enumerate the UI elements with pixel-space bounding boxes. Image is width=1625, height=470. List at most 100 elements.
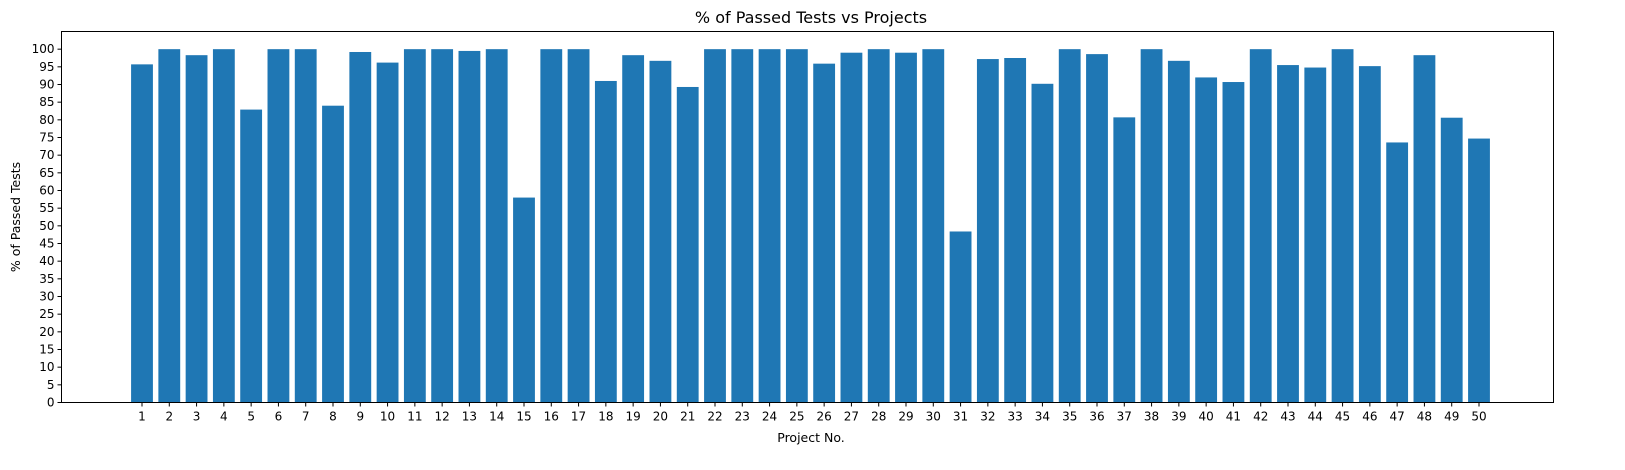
x-tick-label: 1 [138,410,146,424]
bar-24 [758,49,781,403]
x-tick-label: 37 [1117,410,1132,424]
x-tick-label: 46 [1362,410,1377,424]
x-tick-label: 48 [1417,410,1432,424]
bar-29 [895,52,917,403]
x-tick-label: 17 [571,410,586,424]
x-tick-label: 6 [275,410,283,424]
bar-37 [1113,117,1136,403]
x-axis: 1 2 3 4 5 6 7 8 9 10 11 12 13 14 15 16 17 18 19 20 21 22 23 24 2… [138,402,1487,424]
bar-15 [513,197,535,403]
bar-34 [1031,83,1054,403]
y-tick-label: 35 [39,272,54,286]
x-tick-label: 30 [926,410,941,424]
x-tick-label: 24 [762,410,777,424]
y-tick-label: 10 [39,360,54,374]
x-tick-label: 28 [871,410,886,424]
bar-27 [840,52,863,403]
y-tick-label: 40 [39,254,54,268]
x-tick-label: 40 [1199,410,1214,424]
bar-25 [785,49,808,403]
chart-title: % of Passed Tests vs Projects [695,8,927,27]
bar-23 [731,49,754,403]
bar-8 [322,105,344,403]
x-tick-label: 42 [1253,410,1268,424]
bar-21 [676,86,699,403]
x-tick-label: 31 [953,410,968,424]
y-tick-label: 95 [39,60,54,74]
x-tick-label: 16 [544,410,559,424]
bar-10 [376,62,399,403]
x-tick-label: 14 [489,410,504,424]
x-tick-label: 9 [356,410,364,424]
bar-19 [622,55,645,403]
y-tick-label: 90 [39,78,54,92]
y-axis: 0 5 10 15 20 25 30 35 40 45 50 55 60 65 70 75 80 85 90 95 10… [32,42,62,410]
bar-43 [1277,65,1299,403]
y-tick-label: 85 [39,95,54,109]
bar-42 [1249,49,1272,403]
x-tick-label: 49 [1444,410,1459,424]
x-tick-label: 23 [735,410,750,424]
bar-14 [485,49,508,403]
bar-35 [1058,49,1081,403]
bar-26 [813,63,836,403]
x-tick-label: 8 [329,410,337,424]
x-tick-label: 4 [220,410,228,424]
x-tick-label: 25 [789,410,804,424]
x-tick-label: 36 [1089,410,1104,424]
bar-6 [267,49,290,403]
x-tick-label: 22 [707,410,722,424]
bar-33 [1004,58,1027,403]
y-tick-label: 80 [39,113,54,127]
bar-32 [976,59,999,403]
x-tick-label: 21 [680,410,695,424]
bar-2 [158,49,181,403]
bar-22 [704,49,726,403]
bars-group [131,49,1490,403]
x-tick-label: 35 [1062,410,1077,424]
bar-36 [1086,54,1108,403]
y-tick-label: 55 [39,201,54,215]
x-tick-label: 29 [898,410,913,424]
x-tick-label: 45 [1335,410,1350,424]
bar-13 [458,50,481,403]
x-tick-label: 3 [193,410,201,424]
bar-9 [349,51,372,403]
x-tick-label: 18 [598,410,613,424]
bar-48 [1413,55,1436,403]
x-tick-label: 7 [302,410,310,424]
y-tick-label: 50 [39,219,54,233]
bar-30 [922,49,945,403]
y-tick-label: 70 [39,148,54,162]
bar-44 [1304,67,1327,403]
x-tick-label: 43 [1280,410,1295,424]
x-tick-label: 2 [165,410,173,424]
x-tick-label: 32 [980,410,995,424]
bar-16 [540,49,563,403]
bar-31 [949,231,972,403]
y-tick-label: 30 [39,290,54,304]
y-tick-label: 65 [39,166,54,180]
x-tick-label: 47 [1390,410,1405,424]
bar-7 [294,49,317,403]
x-tick-label: 19 [626,410,641,424]
bar-47 [1386,142,1409,403]
bar-39 [1167,60,1190,403]
x-tick-label: 11 [407,410,422,424]
bar-1 [131,64,153,403]
bar-45 [1331,49,1354,403]
x-tick-label: 38 [1144,410,1159,424]
x-tick-label: 33 [1008,410,1023,424]
x-tick-label: 26 [817,410,832,424]
bar-28 [867,49,890,403]
bar-20 [649,60,672,403]
y-tick-label: 45 [39,237,54,251]
x-tick-label: 34 [1035,410,1050,424]
bar-41 [1222,82,1245,403]
x-tick-label: 12 [435,410,450,424]
bar-17 [567,49,590,403]
x-tick-label: 50 [1471,410,1486,424]
x-tick-label: 41 [1226,410,1241,424]
bar-50 [1468,138,1490,403]
